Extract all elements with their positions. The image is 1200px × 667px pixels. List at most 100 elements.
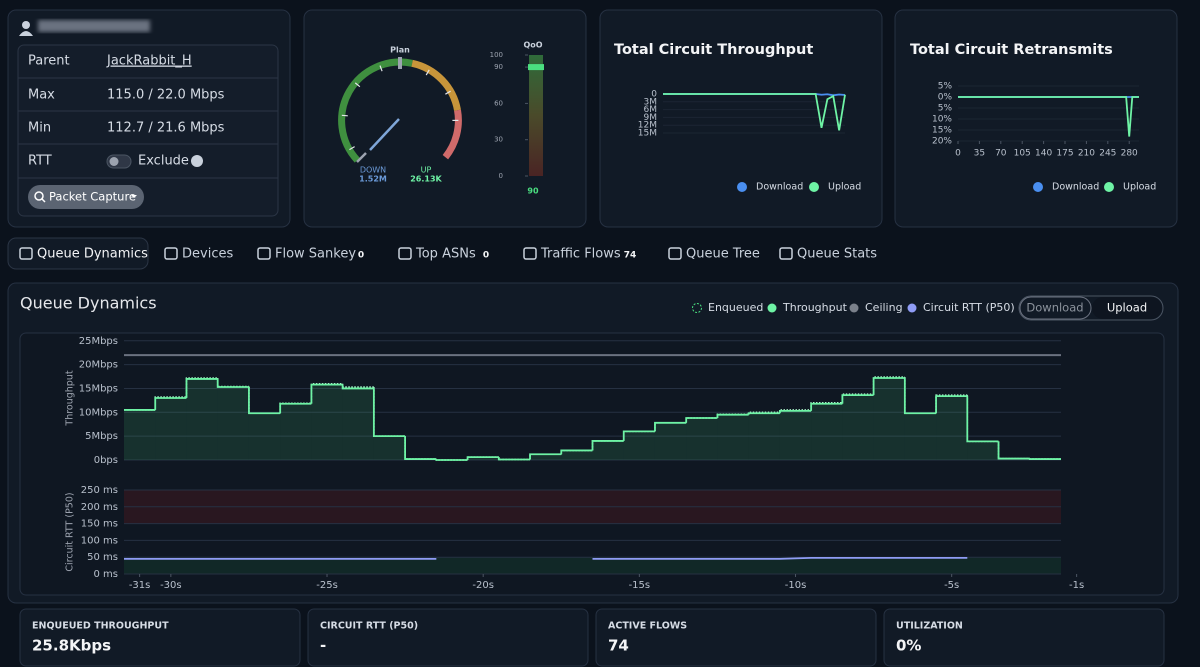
throughput-step	[372, 388, 406, 438]
row-value: Exclude	[138, 154, 189, 169]
throughput-area	[936, 396, 968, 460]
legend-label: Enqueued	[708, 301, 763, 314]
row-value: 112.7 / 21.6 Mbps	[107, 121, 225, 136]
stat-label: ENQUEUED THROUGHPUT	[32, 621, 169, 632]
y-tick-label: 5Mbps	[85, 431, 118, 442]
row-label: Parent	[28, 54, 70, 69]
throughput-step	[560, 449, 593, 455]
throughput-step	[966, 396, 999, 443]
throughput-step	[685, 417, 718, 423]
row-label: RTT	[28, 154, 52, 169]
x-tick-label: -31s	[129, 580, 151, 591]
throughput-step	[935, 395, 968, 414]
x-tick-label: 175	[1056, 149, 1073, 159]
throughput-area	[811, 403, 843, 460]
tab-icon	[19, 247, 33, 260]
row-label: Max	[28, 88, 55, 103]
y-tick-label: 0	[651, 90, 657, 100]
gauge-tick	[425, 69, 430, 76]
chart-title: Total Circuit Retransmits	[910, 42, 1113, 58]
qoo-marker	[528, 64, 544, 71]
stat-value: -	[320, 637, 326, 655]
throughput-step	[654, 421, 687, 432]
throughput-area	[654, 422, 687, 460]
throughput-step	[497, 457, 531, 461]
x-tick-label: 245	[1099, 149, 1116, 159]
y-tick-label: 15M	[638, 129, 657, 139]
throughput-area	[342, 388, 374, 460]
stat-card	[19, 608, 301, 667]
qoo-tick-label: 0	[499, 172, 503, 180]
y-tick-label: 20Mbps	[79, 360, 118, 371]
x-tick-label: 35	[974, 149, 985, 159]
throughput-step	[185, 378, 218, 398]
packet-capture-button[interactable]	[28, 185, 144, 209]
y-tick-label: 10%	[932, 115, 952, 125]
stat-card	[883, 608, 1165, 667]
legend-label: Upload	[1123, 182, 1156, 193]
throughput-area	[530, 454, 562, 460]
gauge-arc	[338, 58, 413, 163]
x-tick-label: -25s	[316, 580, 338, 591]
active-tab[interactable]	[7, 237, 149, 270]
x-tick-label: -15s	[629, 580, 651, 591]
tab-label[interactable]: Queue Stats	[797, 247, 877, 262]
y-tick-label: 50 ms	[87, 552, 118, 563]
qoo-bar	[529, 55, 543, 176]
y-tick-label: 250 ms	[81, 485, 118, 496]
x-tick-label: 210	[1078, 149, 1095, 159]
y-tick-label: 3M	[644, 97, 658, 107]
stat-value: 25.8Kbps	[32, 637, 111, 655]
y-tick-label: 0bps	[94, 455, 118, 466]
tab-badge: 0	[483, 251, 489, 261]
button-label[interactable]: Upload	[1107, 301, 1147, 315]
tab-label[interactable]: Queue Tree	[686, 247, 760, 262]
y-tick-label: 5%	[938, 82, 953, 92]
legend-dot	[809, 182, 819, 192]
stat-label: CIRCUIT RTT (P50)	[320, 621, 418, 632]
qoo-value: 90	[527, 187, 539, 196]
qoo-title: QoO	[523, 41, 542, 50]
y-tick-label: 100 ms	[81, 535, 118, 546]
plan-marker	[398, 57, 402, 69]
tab-icon	[164, 247, 178, 260]
user-icon	[22, 21, 30, 29]
legend-label: Circuit RTT (P50)	[923, 301, 1015, 314]
tab-label[interactable]: Queue Dynamics	[37, 247, 148, 262]
tab-badge: 74	[624, 251, 637, 261]
qoo-tick-label: 30	[494, 136, 503, 144]
legend-label: Download	[756, 182, 803, 193]
tab-label[interactable]: Devices	[182, 247, 233, 262]
series-line	[663, 93, 846, 131]
enqueued-step	[810, 402, 843, 410]
legend-label: Upload	[828, 182, 861, 193]
upload-button[interactable]	[1092, 297, 1162, 319]
tab-icon	[523, 247, 537, 260]
legend-icon	[907, 303, 917, 313]
y-tick-label: 20%	[932, 137, 952, 147]
throughput-step	[810, 402, 843, 411]
y-axis-label: Throughput	[65, 370, 76, 426]
down-label: DOWN	[360, 166, 386, 175]
throughput-area	[373, 436, 406, 460]
tab-label[interactable]: Flow Sankey	[275, 247, 356, 262]
row-value[interactable]: JackRabbit_H	[106, 54, 192, 69]
x-tick-label: 280	[1121, 149, 1138, 159]
button-label[interactable]: Download	[1026, 301, 1083, 315]
throughput-area	[779, 410, 812, 460]
caret	[131, 195, 137, 198]
stat-card	[595, 608, 877, 667]
throughput-area	[155, 398, 187, 460]
up-value: 26.13K	[410, 175, 442, 184]
throughput-step	[310, 383, 343, 404]
tab-label[interactable]: Top ASNs	[415, 247, 476, 262]
legend-dot	[1033, 182, 1043, 192]
tab-label[interactable]: Traffic Flows	[540, 247, 621, 262]
download-button[interactable]	[1019, 296, 1092, 320]
throughput-step	[279, 402, 312, 414]
throughput-area	[592, 440, 624, 460]
x-tick-label: -1s	[1069, 580, 1084, 591]
throughput-step	[591, 440, 624, 451]
gauge-tick	[354, 82, 361, 88]
